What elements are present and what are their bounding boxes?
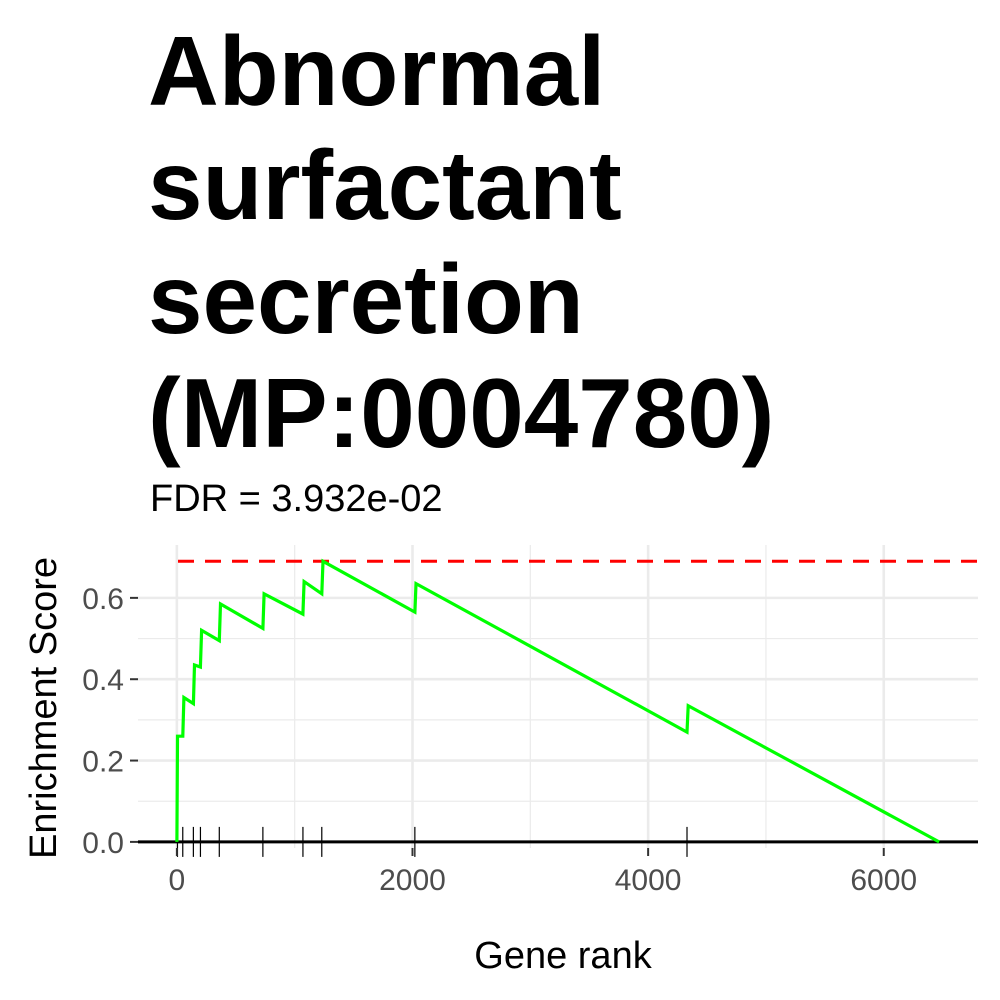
x-axis-label: Gene rank xyxy=(474,935,652,977)
chart-title-line-4: (MP:0004780) xyxy=(148,358,775,468)
chart-title-line-3: secretion xyxy=(148,244,584,354)
grid-layer xyxy=(138,545,978,848)
x-tick-label: 2000 xyxy=(379,864,446,897)
y-tick-label: 0.2 xyxy=(82,746,124,779)
x-tick-label: 6000 xyxy=(850,864,917,897)
x-tick-label: 0 xyxy=(169,864,186,897)
y-tick-label: 0.4 xyxy=(82,664,124,697)
enrichment-score-line xyxy=(175,558,940,844)
chart-subtitle: FDR = 3.932e-02 xyxy=(150,478,443,520)
chart-title-line-1: Abnormal xyxy=(148,16,606,126)
y-tick-label: 0.6 xyxy=(82,583,124,616)
y-tick-label: 0.0 xyxy=(82,827,124,860)
x-tick-label: 4000 xyxy=(615,864,682,897)
chart-title-line-2: surfactant xyxy=(148,130,622,240)
y-axis-label: Enrichment Score xyxy=(23,557,65,859)
axis-layer: 0.0 0.2 0.4 0.6 0 2000 4000 6000 xyxy=(82,583,917,897)
mark-layer xyxy=(138,558,978,857)
